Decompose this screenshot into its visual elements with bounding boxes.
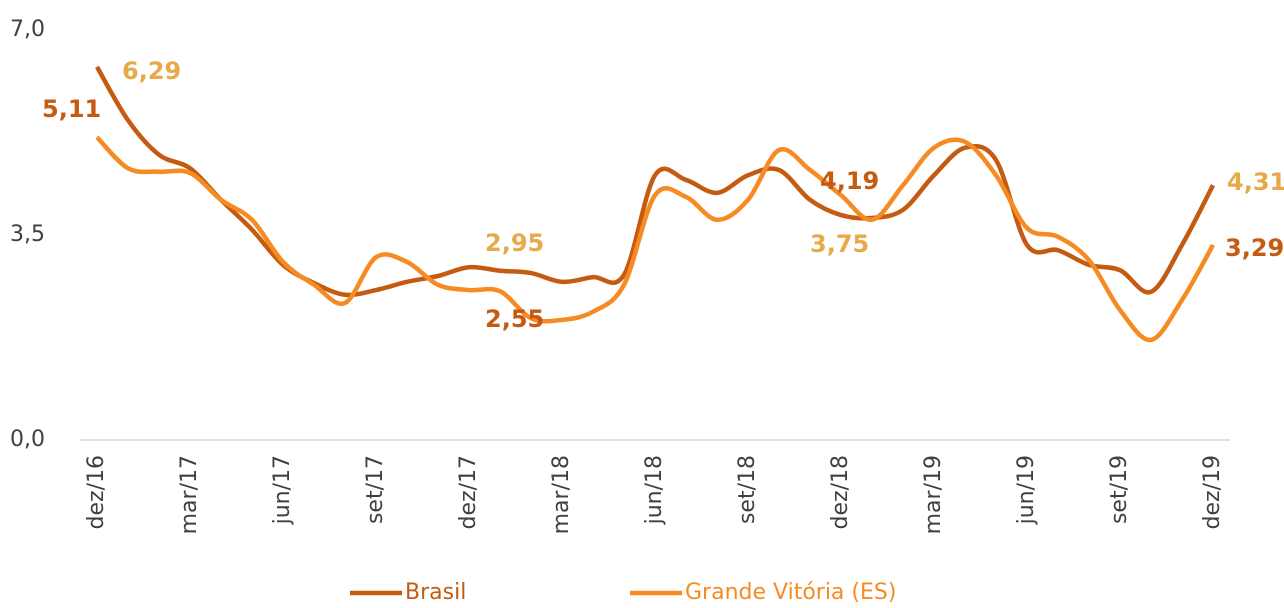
x-tick-label: dez/16 bbox=[84, 455, 109, 529]
x-tick-label: jun/18 bbox=[642, 455, 667, 525]
x-tick-label: set/17 bbox=[363, 455, 388, 524]
legend-label: Brasil bbox=[405, 580, 466, 604]
y-tick-label: 3,5 bbox=[10, 222, 45, 247]
annotation: 3,29 bbox=[1225, 234, 1284, 262]
x-tick-label: dez/19 bbox=[1200, 455, 1225, 529]
x-tick-label: dez/18 bbox=[828, 455, 853, 529]
x-tick-label: set/18 bbox=[735, 455, 760, 524]
series-line bbox=[95, 65, 1215, 298]
y-tick-label: 0,0 bbox=[10, 427, 45, 452]
x-tick-label: mar/17 bbox=[177, 455, 202, 534]
x-tick-label: dez/17 bbox=[456, 455, 481, 529]
series-line bbox=[95, 135, 1215, 343]
annotation: 3,75 bbox=[810, 230, 869, 258]
x-tick-label: mar/18 bbox=[549, 455, 574, 534]
annotation: 5,11 bbox=[42, 95, 101, 123]
x-tick-label: mar/19 bbox=[921, 455, 946, 534]
x-tick-label: jun/19 bbox=[1014, 455, 1039, 525]
annotation: 2,55 bbox=[485, 305, 544, 333]
y-tick-label: 7,0 bbox=[10, 17, 45, 42]
annotation: 4,31 bbox=[1227, 168, 1284, 196]
x-tick-label: set/19 bbox=[1107, 455, 1132, 524]
annotation: 2,95 bbox=[485, 229, 544, 257]
legend-label: Grande Vitória (ES) bbox=[685, 580, 896, 604]
annotation: 4,19 bbox=[820, 167, 879, 195]
annotation: 6,29 bbox=[122, 57, 181, 85]
x-tick-label: jun/17 bbox=[270, 455, 295, 525]
